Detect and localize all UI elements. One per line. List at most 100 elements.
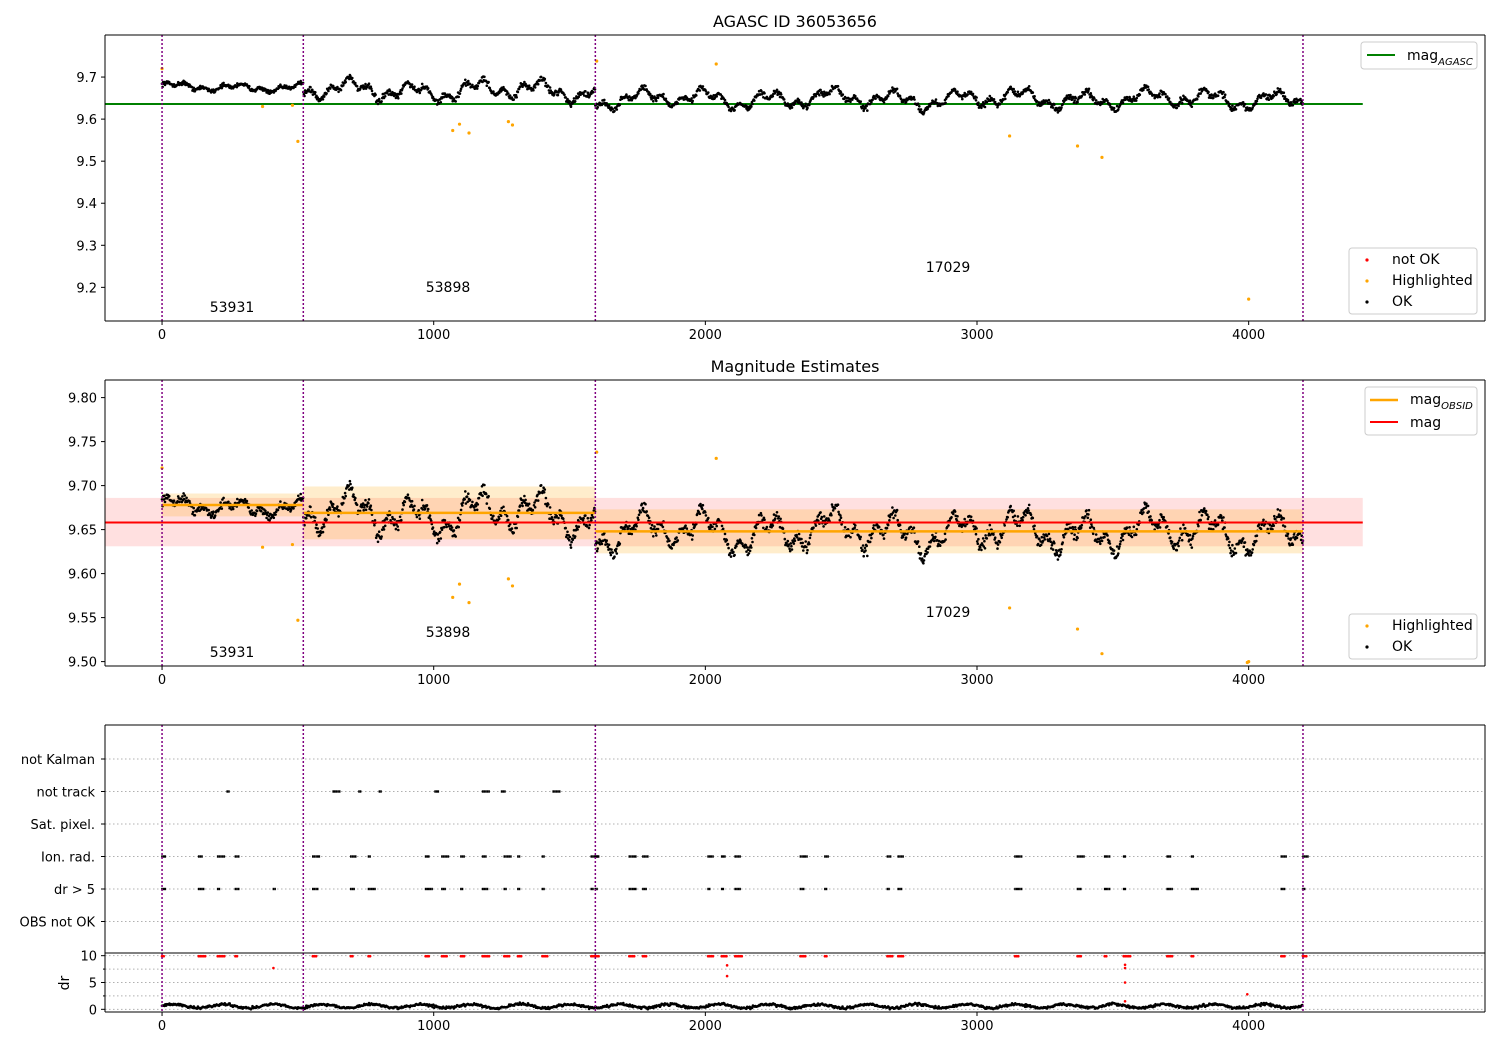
flag-mark <box>486 790 489 793</box>
ok-point <box>1191 534 1195 538</box>
ok-point <box>777 515 781 518</box>
flag-category-label: dr > 5 <box>54 883 95 898</box>
ok-point <box>1167 97 1171 100</box>
ok-point <box>715 95 718 98</box>
flag-mark <box>1168 887 1170 891</box>
ok-point <box>344 494 348 498</box>
ok-point <box>358 509 362 513</box>
ok-point <box>996 543 1000 546</box>
highlighted-point <box>1075 144 1080 148</box>
flag-mark <box>503 855 506 858</box>
ok-point <box>1121 101 1125 105</box>
flag-mark <box>899 855 901 858</box>
ok-point <box>877 95 881 99</box>
ok-point <box>864 549 867 552</box>
ok-point <box>974 532 978 536</box>
ok-point <box>311 88 314 92</box>
ok-point <box>484 492 488 496</box>
ok-point <box>222 496 225 500</box>
highlighted-point <box>290 103 295 107</box>
ok-point <box>797 98 801 102</box>
flag-mark <box>722 887 725 891</box>
flag-mark <box>316 887 319 891</box>
ok-point <box>1207 515 1210 519</box>
ok-point <box>1009 85 1012 89</box>
ok-point <box>956 515 959 518</box>
ok-point <box>947 94 950 98</box>
flag-mark <box>799 887 802 891</box>
ok-point <box>396 525 400 528</box>
flag-mark <box>504 790 506 793</box>
ok-point <box>650 94 654 98</box>
ok-point <box>877 525 881 529</box>
ok-point <box>1242 545 1246 548</box>
ok-point <box>394 527 398 531</box>
flag-mark <box>592 855 594 858</box>
ok-point <box>584 514 587 517</box>
ok-point <box>420 498 424 502</box>
ok-point <box>458 518 462 522</box>
ok-point <box>559 88 563 91</box>
ok-point <box>322 95 326 98</box>
ok-point <box>505 514 509 518</box>
ok-point <box>868 102 872 106</box>
ok-point <box>382 528 386 531</box>
ok-point <box>800 101 803 104</box>
ok-point <box>944 538 947 541</box>
flag-mark <box>647 855 649 858</box>
ok-point <box>1103 535 1106 539</box>
flag-mark <box>707 887 709 891</box>
ok-point <box>735 544 738 548</box>
ok-point <box>802 549 805 552</box>
ok-point <box>499 514 503 517</box>
flag-mark <box>371 887 373 891</box>
ok-point <box>1062 536 1066 539</box>
ok-point <box>211 512 215 516</box>
ok-point <box>822 515 826 518</box>
ok-point <box>754 526 758 530</box>
ok-point <box>961 97 964 101</box>
ok-point <box>626 526 630 530</box>
ok-point <box>264 509 267 513</box>
flag-mark <box>517 855 519 858</box>
flag-mark <box>712 855 714 858</box>
ok-point <box>1074 96 1078 100</box>
ok-point <box>1195 97 1199 101</box>
ok-point <box>358 87 362 91</box>
ok-point <box>1009 504 1012 508</box>
ok-point <box>1016 90 1020 94</box>
ok-point <box>1099 536 1103 539</box>
ok-point <box>1147 88 1150 91</box>
flag-mark <box>541 887 544 891</box>
y-tick-label: 9.80 <box>68 392 97 407</box>
ok-point <box>1188 533 1192 537</box>
ok-point <box>698 512 702 516</box>
flag-mark <box>510 855 512 858</box>
ok-point <box>1055 551 1058 554</box>
ok-point <box>459 89 462 92</box>
flag-mark <box>483 790 485 793</box>
flag-mark <box>369 855 371 858</box>
ok-point <box>971 92 975 96</box>
ok-point <box>477 496 481 500</box>
ok-point <box>605 539 608 542</box>
ok-point <box>417 513 421 517</box>
ok-point <box>639 511 643 514</box>
ok-point <box>336 505 339 508</box>
x-tick-label: 4000 <box>1232 328 1265 343</box>
ok-point <box>978 546 982 549</box>
flag-mark <box>642 887 644 891</box>
flag-mark <box>897 855 899 858</box>
flag-mark <box>1194 887 1196 891</box>
ok-point <box>410 83 414 86</box>
ok-point <box>704 511 707 514</box>
ok-point <box>343 491 347 495</box>
ok-point <box>557 516 560 520</box>
flag-mark <box>201 887 203 891</box>
x-tick-label: 2000 <box>689 673 722 688</box>
ok-point <box>1175 106 1179 110</box>
ok-point <box>988 94 992 98</box>
ok-point <box>866 109 869 112</box>
ok-point <box>625 93 628 96</box>
ok-point <box>568 538 571 542</box>
